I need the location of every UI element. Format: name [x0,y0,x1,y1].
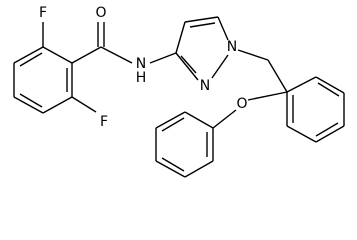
atom-label: N [136,56,146,72]
atom-label: O [95,5,106,21]
atom-label: O [236,96,247,112]
atom-label: N [227,39,237,55]
atom-label: N [200,78,210,94]
atom-label: F [39,5,47,21]
atom-label: F [100,114,108,130]
bonds [13,16,345,178]
atom-label: H [136,70,147,86]
molecule-diagram: F O N H N N O F [13,5,345,178]
